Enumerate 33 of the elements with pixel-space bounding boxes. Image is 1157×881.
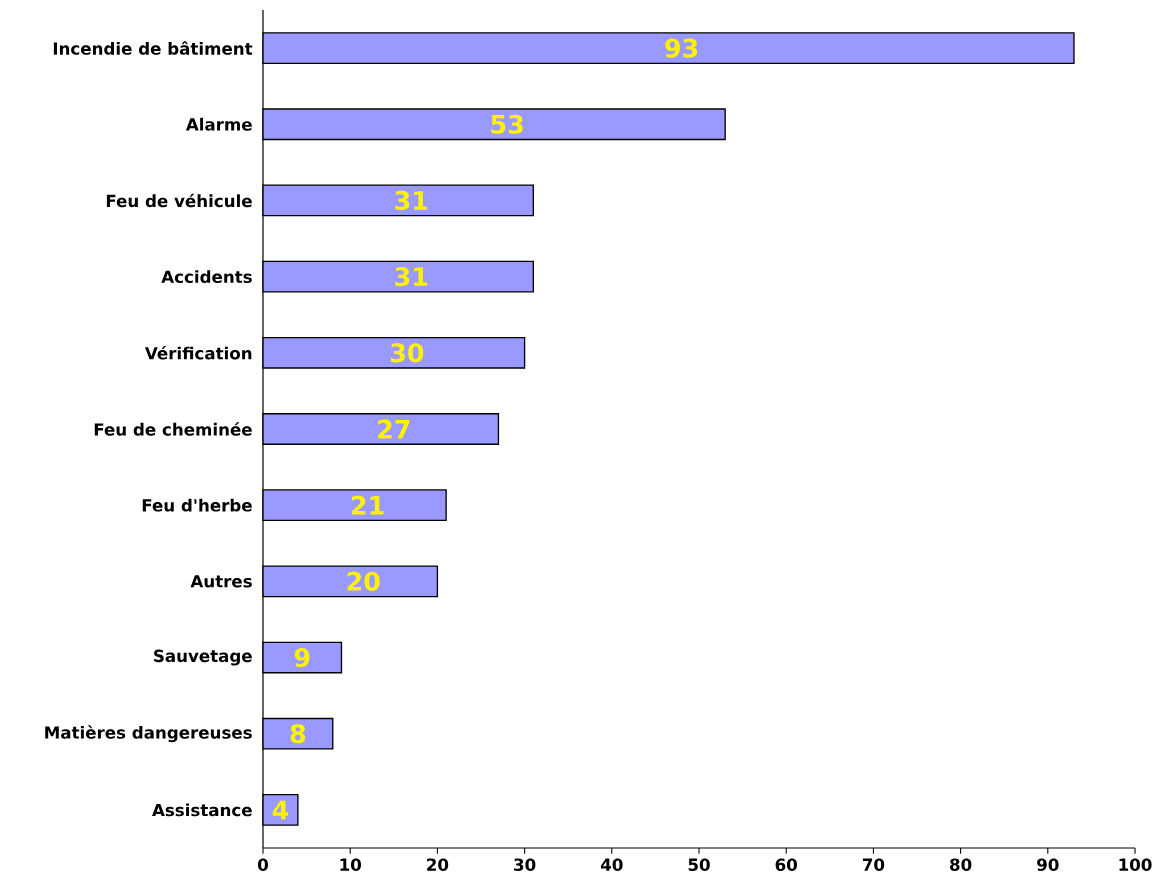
y-tick-label: Vérification (144, 346, 252, 360)
y-tick-label: Assistance (152, 803, 252, 817)
y-tick-label: Feu de véhicule (106, 193, 252, 208)
x-tick-label: 60 (775, 858, 797, 871)
data-label: 4 (272, 800, 289, 820)
data-label: 9 (294, 647, 310, 668)
y-tick-label: Matières dangereuses (45, 725, 252, 743)
data-label: 20 (347, 571, 380, 591)
y-tick-label: Incendie de bâtiment (53, 41, 253, 55)
x-tick-label: 10 (340, 858, 361, 871)
x-tick-label: 20 (427, 858, 449, 871)
y-tick-label: Feu d'herbe (142, 498, 252, 512)
x-tick-label: 50 (688, 858, 710, 871)
x-tick-label: 80 (950, 858, 972, 871)
x-tick-label: 40 (600, 858, 623, 871)
data-label: 31 (395, 190, 428, 211)
y-tick-label: Sauvetage (154, 649, 252, 666)
x-tick-label: 100 (1119, 858, 1152, 871)
data-label: 30 (390, 343, 424, 363)
y-tick-label: Alarme (185, 117, 252, 131)
data-label: 8 (290, 724, 306, 744)
x-tick-label: 70 (862, 858, 885, 871)
x-tick-label: 90 (1037, 858, 1059, 871)
x-tick-label: 30 (514, 858, 536, 871)
data-label: 27 (378, 419, 410, 439)
data-label: 31 (395, 267, 428, 287)
y-tick-label: Autres (190, 575, 252, 588)
x-tick-label: 0 (258, 858, 268, 871)
data-label: 21 (352, 495, 384, 515)
y-tick-label: Accidents (161, 270, 252, 284)
y-tick-label: Feu de cheminée (94, 422, 252, 436)
data-label: 53 (491, 114, 523, 134)
data-label: 93 (665, 38, 698, 58)
